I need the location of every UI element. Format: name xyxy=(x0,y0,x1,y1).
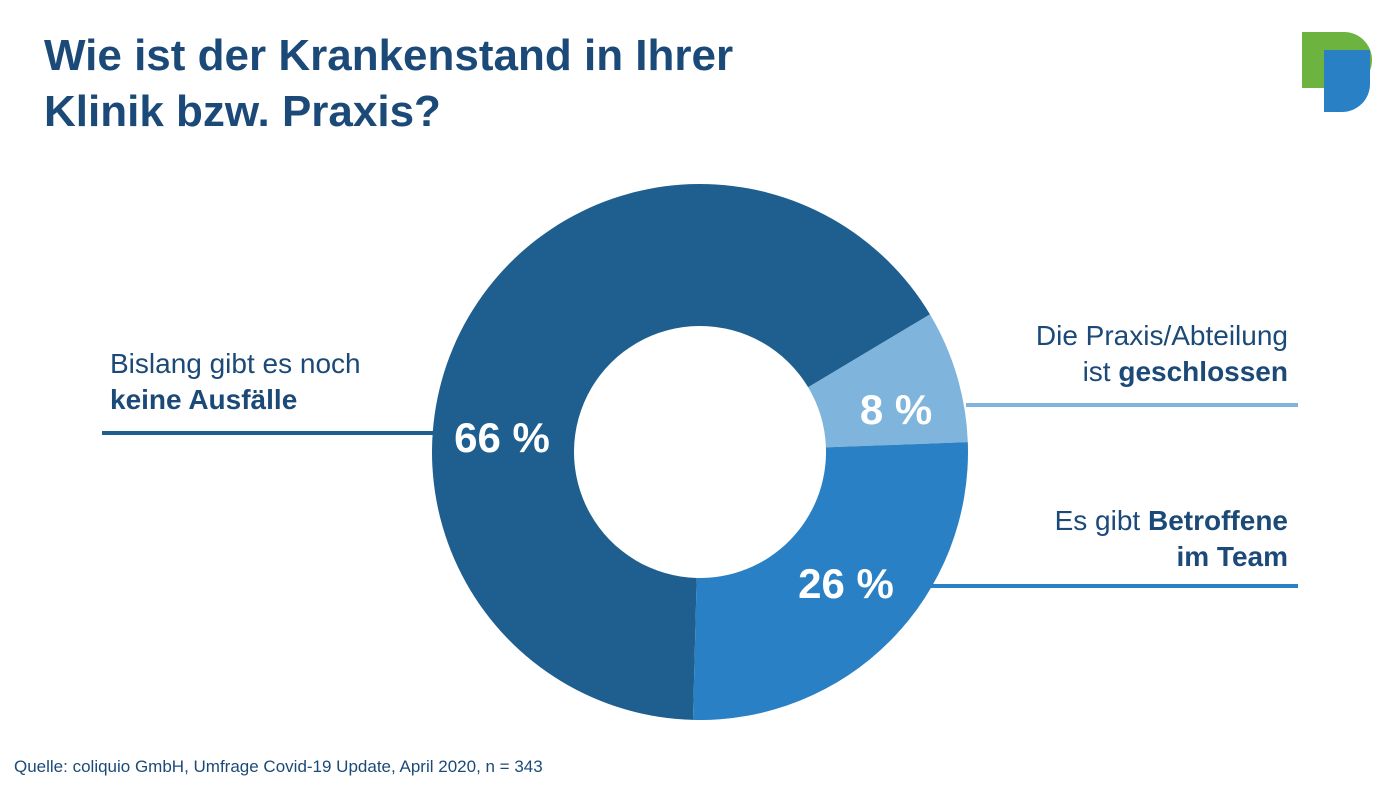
label-geschlossen: Die Praxis/Abteilung ist geschlossen xyxy=(968,318,1288,390)
label-keine-line2-bold: keine Ausfälle xyxy=(110,384,298,415)
value-labels: 66 % 8 % 26 % xyxy=(454,386,932,607)
chart-title: Wie ist der Krankenstand in Ihrer Klinik… xyxy=(44,31,734,136)
label-betroffene: Es gibt Betroffene im Team xyxy=(968,503,1288,575)
value-label-1: 8 % xyxy=(860,386,932,433)
label-keine-ausfaelle: Bislang gibt es noch keine Ausfälle xyxy=(110,346,410,418)
donut-slice-2 xyxy=(692,442,968,720)
value-label-0: 66 % xyxy=(454,414,550,461)
logo-blue-bubble xyxy=(1324,50,1370,112)
label-betroffene-line2-bold: im Team xyxy=(1176,541,1288,572)
donut-slices xyxy=(431,183,968,720)
donut-slice-1 xyxy=(808,314,968,448)
label-geschlossen-bold: geschlossen xyxy=(1118,356,1288,387)
label-betroffene-line1: Es gibt Betroffene xyxy=(968,503,1288,539)
value-label-2: 26 % xyxy=(798,560,894,607)
coliquio-logo xyxy=(1302,32,1372,112)
label-geschlossen-line2: ist geschlossen xyxy=(968,354,1288,390)
donut-slice-0 xyxy=(431,183,930,720)
leader-lines xyxy=(102,403,1298,588)
label-keine-line2: keine Ausfälle xyxy=(110,382,410,418)
label-geschlossen-line1: Die Praxis/Abteilung xyxy=(1035,320,1288,351)
label-keine-line1: Bislang gibt es noch xyxy=(110,348,361,379)
label-betroffene-line2: im Team xyxy=(968,539,1288,575)
label-geschlossen-prefix: ist xyxy=(1082,356,1119,387)
label-betroffene-prefix: Es gibt xyxy=(1054,505,1148,536)
source-note: Quelle: coliquio GmbH, Umfrage Covid-19 … xyxy=(14,757,543,776)
label-betroffene-bold: Betroffene xyxy=(1147,505,1288,536)
